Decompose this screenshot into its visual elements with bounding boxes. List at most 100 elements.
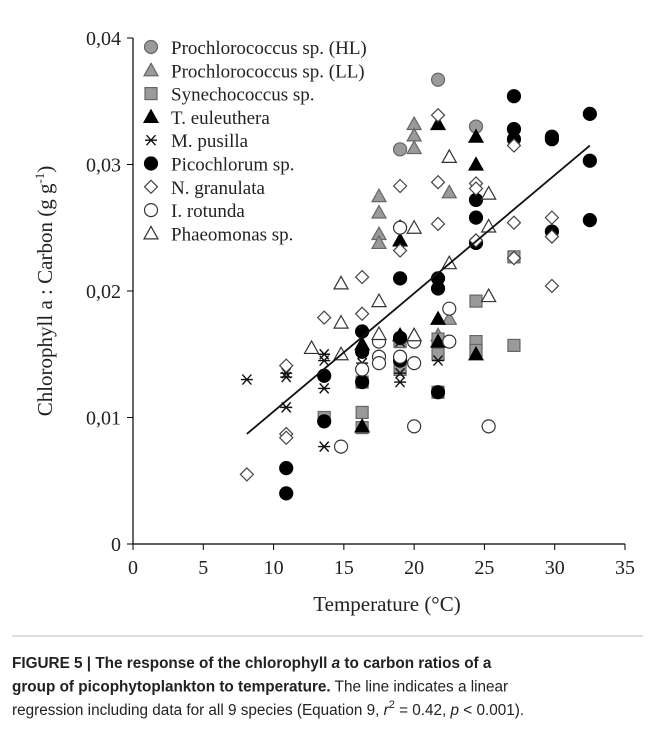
legend-label: Prochlorococcus sp. (HL) <box>171 38 367 59</box>
point <box>406 219 423 234</box>
point <box>480 185 497 200</box>
legend-marker <box>144 86 158 101</box>
point <box>318 355 331 367</box>
point <box>432 355 445 367</box>
point <box>394 367 407 379</box>
point <box>355 374 370 390</box>
x-tick-label: 25 <box>474 557 494 579</box>
point <box>407 356 422 371</box>
point <box>467 346 485 361</box>
y-tick-label: 0,04 <box>86 28 121 50</box>
point <box>392 330 408 345</box>
point <box>506 89 522 104</box>
point <box>544 278 560 294</box>
point <box>442 301 457 316</box>
legend-marker <box>143 179 159 195</box>
point <box>467 128 485 143</box>
point <box>480 287 497 303</box>
x-axis-label: Temperature (°C) <box>313 592 460 616</box>
caption-line: FIGURE 5 | The response of the chlorophy… <box>12 655 492 672</box>
point <box>354 418 371 433</box>
point <box>544 229 560 244</box>
point <box>317 368 332 383</box>
point <box>392 178 408 194</box>
point <box>354 269 370 285</box>
point <box>333 314 350 329</box>
point <box>370 234 388 250</box>
point <box>430 310 447 325</box>
point <box>467 156 485 171</box>
point <box>392 349 408 364</box>
point <box>318 382 331 394</box>
point <box>370 204 388 219</box>
point <box>355 362 370 377</box>
point <box>392 243 408 258</box>
point <box>442 334 457 349</box>
point <box>370 187 388 203</box>
legend-label: M. pusilla <box>171 131 249 152</box>
point <box>469 294 483 308</box>
point <box>430 385 446 400</box>
point <box>506 215 522 231</box>
point <box>481 419 496 434</box>
legend-marker <box>142 108 160 123</box>
point <box>468 181 484 196</box>
y-axis-label: Chlorophyll a : Carbon (g g-1) <box>32 166 57 417</box>
y-axis-label-text: Chlorophyll a : Carbon (g g <box>33 183 57 416</box>
legend-label: Synechococcus sp. <box>171 85 315 106</box>
y-tick-label: 0,02 <box>86 281 121 303</box>
point <box>279 461 294 476</box>
point <box>240 374 253 386</box>
point <box>430 216 446 232</box>
point <box>371 356 387 371</box>
point <box>507 338 521 352</box>
point <box>468 210 484 225</box>
point <box>355 405 369 420</box>
point <box>370 292 388 308</box>
point <box>318 441 331 453</box>
point <box>430 174 446 190</box>
point <box>317 414 332 429</box>
point <box>441 148 458 164</box>
y-tick-label: 0,01 <box>86 408 121 430</box>
point <box>406 139 423 155</box>
point <box>355 344 370 359</box>
point <box>431 347 445 361</box>
point <box>407 419 422 434</box>
legend-label: Picochlorum sp. <box>171 155 295 176</box>
point <box>506 138 522 153</box>
y-axis-label-end: ) <box>33 166 57 173</box>
point <box>303 339 320 355</box>
caption-text: group of picophytoplankton to temperatur… <box>12 679 331 696</box>
caption-text: < 0.001). <box>459 702 524 719</box>
point <box>506 250 522 266</box>
caption-text: r <box>384 702 390 719</box>
x-tick-label: 15 <box>334 557 354 579</box>
legend-marker <box>143 156 159 171</box>
point <box>370 325 388 341</box>
legend-label: N. granulata <box>171 178 265 199</box>
legend-marker <box>143 203 159 218</box>
point <box>392 271 408 286</box>
point <box>582 213 597 228</box>
caption-line: group of picophytoplankton to temperatur… <box>12 679 508 696</box>
caption-text: FIGURE 5 | The response of the chlorophy… <box>12 655 332 672</box>
point <box>392 142 408 157</box>
y-axis-label-sup: -1 <box>32 173 47 184</box>
point <box>333 439 349 454</box>
legend-marker <box>142 225 160 240</box>
legend-label: Prochlorococcus sp. (LL) <box>171 61 365 82</box>
legend-label: Phaeomonas sp. <box>171 224 293 245</box>
caption-text: = 0.42, <box>395 702 451 719</box>
caption-text: a <box>332 655 341 672</box>
point <box>441 184 458 199</box>
y-tick-label: 0,03 <box>86 155 121 177</box>
point <box>430 115 447 131</box>
legend-marker <box>145 134 157 146</box>
x-tick-label: 20 <box>404 557 424 579</box>
caption-line: regression including data for all 9 spec… <box>12 699 524 719</box>
point <box>278 430 294 446</box>
caption-text: The line indicates a linear <box>331 679 508 696</box>
point <box>544 132 560 147</box>
